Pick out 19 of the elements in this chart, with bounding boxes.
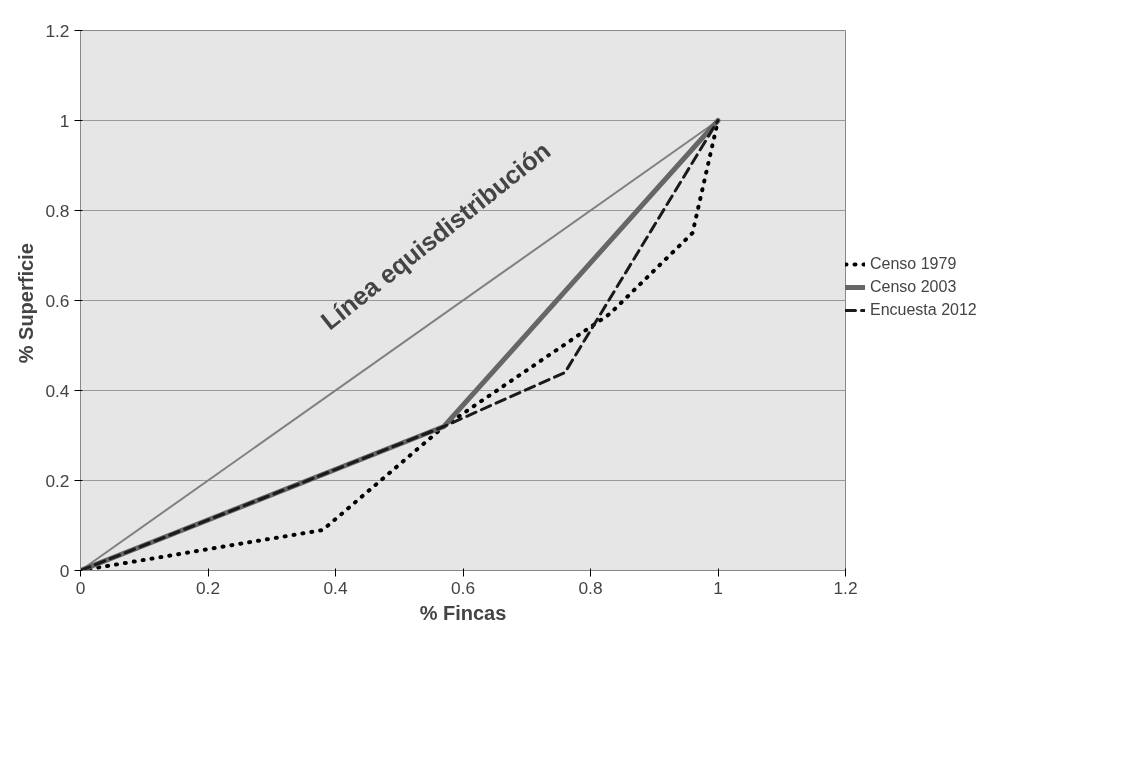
y-tick-label: 0.4: [45, 380, 70, 401]
y-tick-label: 0.2: [45, 470, 70, 491]
x-tick-label: 0.8: [578, 577, 603, 598]
x-tick-label: 0.2: [195, 577, 221, 598]
x-tick-label: 1: [713, 577, 723, 598]
y-tick-label: 1: [59, 110, 70, 131]
x-tick-label: 0: [75, 577, 86, 598]
y-axis-title: % Superficie: [15, 243, 38, 364]
x-tick-label: 0.6: [450, 577, 476, 598]
legend-label: Encuesta 2012: [870, 301, 977, 319]
legend-label: Censo 1979: [870, 255, 957, 273]
x-tick-label: 0.4: [323, 577, 348, 598]
y-tick-label: 1.2: [45, 20, 70, 41]
y-tick-label: 0.8: [45, 200, 70, 221]
x-axis-title: % Fincas: [419, 601, 507, 624]
legend-label: Censo 2003: [870, 278, 957, 296]
x-tick-label: 1.2: [833, 577, 858, 598]
y-tick-label: 0: [59, 560, 70, 581]
y-tick-label: 0.6: [45, 290, 70, 311]
